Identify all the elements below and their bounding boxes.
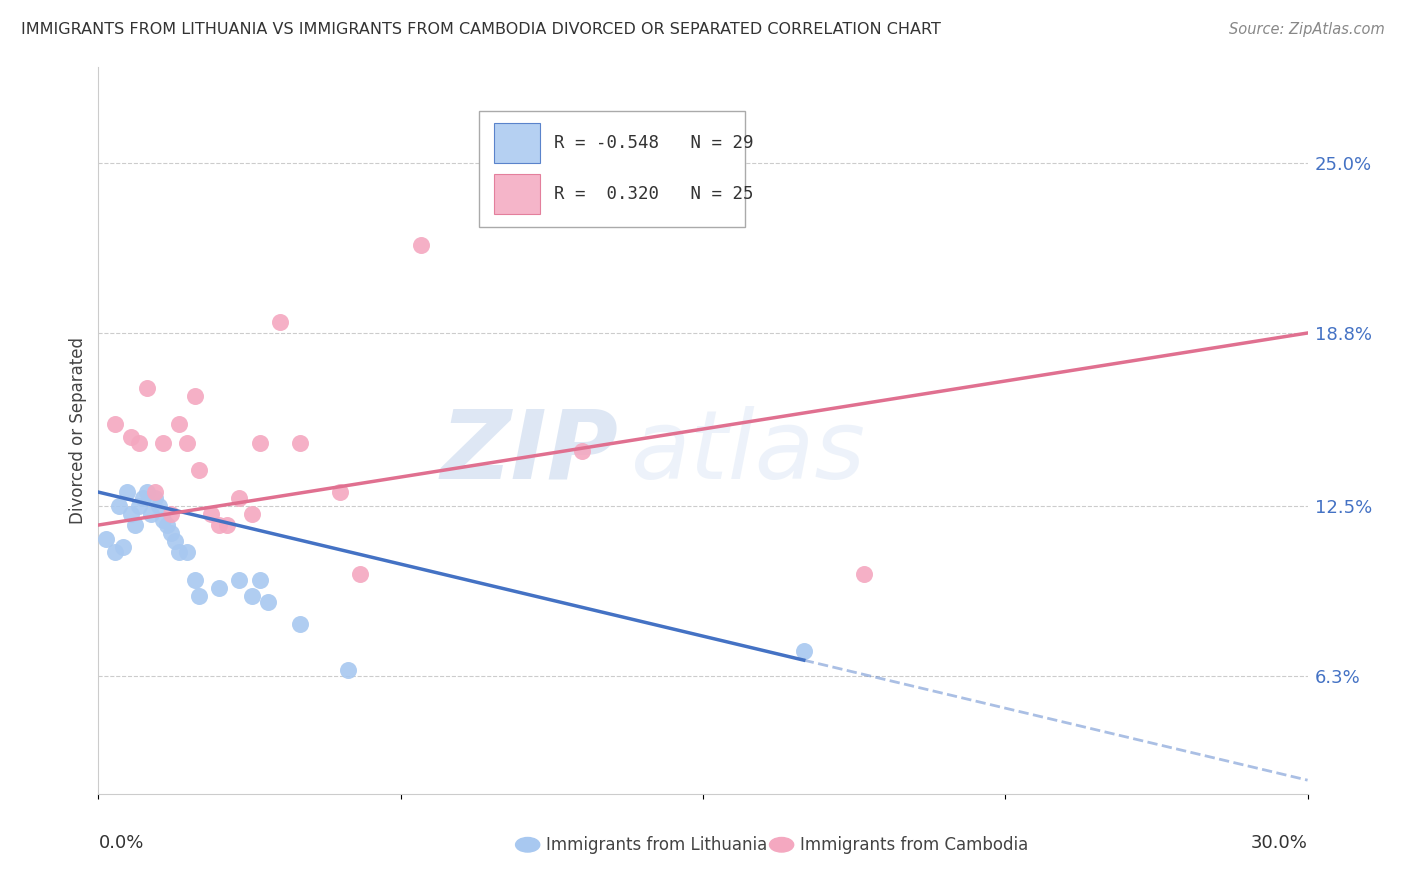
Point <box>148 499 170 513</box>
Point <box>120 507 142 521</box>
Point <box>124 518 146 533</box>
Point <box>217 518 239 533</box>
Point <box>256 595 278 609</box>
Point <box>96 532 118 546</box>
Point <box>139 507 162 521</box>
Point <box>208 518 231 533</box>
Point <box>163 534 186 549</box>
Point <box>200 507 222 521</box>
FancyBboxPatch shape <box>494 123 540 163</box>
Point <box>240 590 263 604</box>
Point <box>160 507 183 521</box>
Point <box>228 573 250 587</box>
Point <box>167 417 190 431</box>
Point <box>329 485 352 500</box>
Point <box>143 491 166 505</box>
Text: 0.0%: 0.0% <box>98 834 143 852</box>
Point <box>152 435 174 450</box>
Point <box>184 573 207 587</box>
Point <box>349 567 371 582</box>
Point <box>188 590 211 604</box>
Point <box>571 444 593 458</box>
Point <box>132 491 155 505</box>
Text: R = -0.548   N = 29: R = -0.548 N = 29 <box>554 134 754 153</box>
Point <box>249 435 271 450</box>
FancyBboxPatch shape <box>494 174 540 214</box>
Point <box>111 540 134 554</box>
Point <box>152 512 174 526</box>
Point <box>107 499 129 513</box>
Point <box>115 485 138 500</box>
Point <box>337 664 360 678</box>
FancyBboxPatch shape <box>479 111 745 227</box>
Point <box>409 238 432 252</box>
Point <box>269 315 291 329</box>
Point <box>249 573 271 587</box>
Text: Source: ZipAtlas.com: Source: ZipAtlas.com <box>1229 22 1385 37</box>
Point <box>103 545 125 559</box>
Text: Immigrants from Cambodia: Immigrants from Cambodia <box>800 836 1028 854</box>
Text: atlas: atlas <box>630 406 866 499</box>
Point <box>208 581 231 595</box>
Point <box>160 526 183 541</box>
Point <box>135 381 157 395</box>
Point <box>120 430 142 444</box>
Point <box>228 491 250 505</box>
Point <box>711 183 734 197</box>
Text: 30.0%: 30.0% <box>1251 834 1308 852</box>
Point <box>128 499 150 513</box>
Point <box>176 435 198 450</box>
Y-axis label: Divorced or Separated: Divorced or Separated <box>69 337 87 524</box>
Circle shape <box>769 838 793 852</box>
Point <box>156 518 179 533</box>
Circle shape <box>516 838 540 852</box>
Text: R =  0.320   N = 25: R = 0.320 N = 25 <box>554 186 754 203</box>
Point <box>176 545 198 559</box>
Text: Immigrants from Lithuania: Immigrants from Lithuania <box>546 836 768 854</box>
Point <box>103 417 125 431</box>
Text: IMMIGRANTS FROM LITHUANIA VS IMMIGRANTS FROM CAMBODIA DIVORCED OR SEPARATED CORR: IMMIGRANTS FROM LITHUANIA VS IMMIGRANTS … <box>21 22 941 37</box>
Point <box>143 485 166 500</box>
Point <box>288 435 311 450</box>
Point <box>128 435 150 450</box>
Point <box>184 389 207 403</box>
Point <box>135 485 157 500</box>
Point <box>288 616 311 631</box>
Text: ZIP: ZIP <box>440 406 619 499</box>
Point <box>793 644 815 658</box>
Point <box>167 545 190 559</box>
Point <box>188 463 211 477</box>
Point <box>240 507 263 521</box>
Point <box>853 567 876 582</box>
